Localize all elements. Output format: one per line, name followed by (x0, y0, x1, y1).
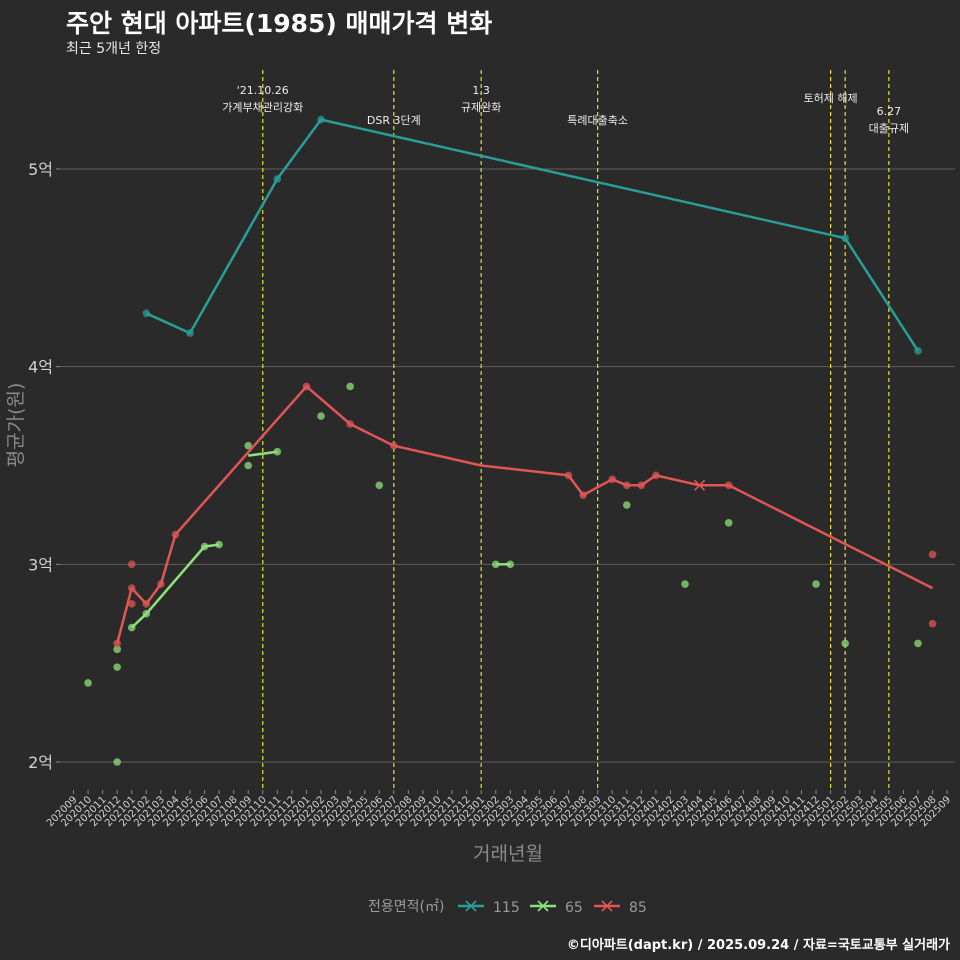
data-point-85 (637, 481, 646, 490)
event-label: 특례대출축소 (567, 114, 628, 127)
data-point-65 (375, 481, 384, 490)
event-label: 토허제 해제 (804, 91, 858, 105)
data-point-85 (390, 441, 398, 450)
series-line-85 (115, 385, 934, 644)
data-point-65 (346, 382, 354, 391)
data-point-85 (928, 619, 937, 628)
data-point-85 (579, 491, 587, 499)
grid-lines (60, 168, 955, 763)
data-point-65 (127, 623, 136, 632)
legend-key-cross (537, 900, 549, 912)
data-point-65 (84, 679, 92, 687)
data-point-65 (142, 609, 151, 618)
data-point-85 (127, 600, 136, 608)
series-line-115 (145, 118, 920, 352)
data-point-115 (142, 309, 151, 318)
series-layer (84, 115, 937, 766)
event-label: 규제완화 (461, 101, 501, 114)
event-label: 가계부채관리강화 (222, 101, 303, 114)
data-point-65 (113, 663, 121, 671)
legend: 전용면적(㎡) 115 65 85 (368, 899, 647, 916)
data-point-115 (186, 329, 194, 337)
source-caption: ©디아파트(dapt.kr) / 2025.09.24 / 자료=국토교통부 실… (566, 938, 950, 953)
legend-label: 85 (629, 900, 647, 916)
series-line-65 (248, 450, 278, 457)
data-point-65 (841, 639, 849, 648)
legend-title: 전용면적(㎡) (368, 899, 444, 915)
y-tick-label: 3억 (28, 555, 53, 574)
data-point-85 (928, 550, 937, 559)
x-axis-title: 거래년월 (473, 843, 543, 865)
y-axis-title: 평균가(원) (5, 383, 27, 468)
data-point-85 (157, 580, 165, 588)
data-point-65 (914, 639, 922, 648)
data-point-85 (127, 584, 136, 592)
legend-key-cross (601, 900, 613, 912)
event-label: '21.10.26 (237, 84, 289, 97)
data-point-65 (113, 758, 121, 766)
legend-label: 65 (565, 900, 583, 916)
data-point-85 (127, 560, 136, 569)
data-cross-85 (694, 479, 706, 491)
legend-key-cross (465, 900, 477, 912)
event-label: DSR 3단계 (367, 114, 421, 127)
data-point-115 (841, 234, 849, 242)
y-tick-label: 2억 (28, 753, 53, 772)
data-point-85 (608, 475, 617, 484)
data-point-115 (273, 175, 282, 183)
data-point-65 (113, 645, 121, 654)
data-point-85 (171, 530, 180, 539)
data-point-65 (724, 519, 733, 527)
chart-title: 주안 현대 아파트(1985) 매매가격 변화 (66, 9, 493, 38)
data-point-85 (142, 600, 151, 608)
chart-subtitle: 최근 5개년 한정 (66, 41, 162, 57)
data-point-85 (622, 481, 631, 490)
data-point-65 (215, 540, 223, 549)
data-point-65 (244, 461, 253, 470)
axes-layer: 2억3억4억5억20200920201020201120201220210120… (5, 160, 953, 865)
data-point-65 (244, 441, 253, 450)
event-label: 6.27 (877, 105, 902, 118)
data-point-85 (724, 481, 733, 490)
legend-label: 115 (493, 900, 520, 916)
data-point-65 (506, 560, 515, 569)
data-point-65 (273, 447, 282, 456)
data-point-115 (914, 347, 922, 355)
data-point-65 (681, 580, 689, 588)
data-point-85 (302, 382, 311, 391)
data-point-65 (812, 580, 820, 588)
data-point-85 (113, 639, 121, 648)
event-label: 1.3 (472, 84, 490, 97)
event-label: 대출규제 (869, 122, 909, 135)
y-tick-label: 4억 (28, 358, 53, 377)
data-point-65 (622, 501, 631, 509)
data-point-65 (317, 412, 325, 420)
data-point-65 (491, 560, 500, 569)
data-point-115 (317, 115, 325, 124)
series-line-65 (130, 543, 220, 629)
data-point-85 (564, 471, 573, 480)
y-tick-label: 5억 (28, 160, 53, 179)
data-point-85 (652, 471, 660, 480)
data-point-65 (200, 542, 209, 551)
data-point-85 (346, 420, 354, 428)
